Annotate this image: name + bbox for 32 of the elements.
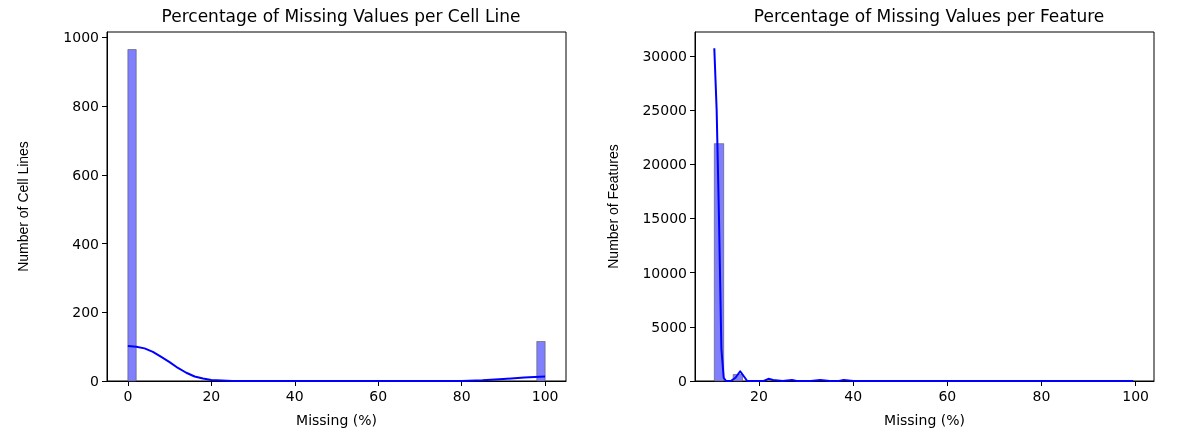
chart-title: Percentage of Missing Values per Feature bbox=[753, 5, 1105, 26]
line-series bbox=[126, 344, 547, 382]
y-tick-label: 1000 bbox=[63, 29, 99, 46]
y-tick-label: 15000 bbox=[642, 210, 687, 227]
x-tick-label: 40 bbox=[285, 388, 304, 404]
x-tick-label: 20 bbox=[750, 388, 768, 404]
y-tick-label: 0 bbox=[90, 373, 99, 389]
line-series bbox=[713, 47, 1135, 382]
x-tick-label: 0 bbox=[123, 388, 133, 404]
y-tick-label: 400 bbox=[72, 235, 99, 252]
x-tick-label: 80 bbox=[452, 388, 471, 404]
x-tick-label: 60 bbox=[369, 388, 388, 404]
y-tick-label: 20000 bbox=[642, 156, 687, 173]
x-tick-label: 100 bbox=[1122, 388, 1150, 404]
x-tick-label: 100 bbox=[531, 388, 559, 404]
y-axis-title: Number of Features bbox=[605, 144, 621, 269]
y-tick-label: 0 bbox=[678, 373, 687, 389]
x-axis-title: Missing (%) bbox=[884, 412, 965, 428]
x-tick-label: 40 bbox=[844, 388, 863, 404]
y-tick-label: 800 bbox=[72, 98, 99, 115]
y-tick-label: 600 bbox=[72, 166, 99, 183]
chart-title: Percentage of Missing Values per Cell Line bbox=[161, 5, 521, 26]
y-tick-label: 5000 bbox=[651, 318, 687, 335]
x-axis-title: Missing (%) bbox=[296, 412, 377, 428]
x-tick-label: 60 bbox=[938, 388, 957, 404]
x-tick-label: 20 bbox=[202, 388, 221, 404]
y-tick-label: 25000 bbox=[642, 102, 687, 119]
y-tick-label: 200 bbox=[72, 304, 99, 321]
y-axis-title: Number of Cell Lines bbox=[15, 141, 31, 272]
y-tick-label: 10000 bbox=[642, 264, 687, 281]
x-tick-label: 80 bbox=[1032, 388, 1051, 404]
y-tick-label: 30000 bbox=[642, 47, 687, 64]
